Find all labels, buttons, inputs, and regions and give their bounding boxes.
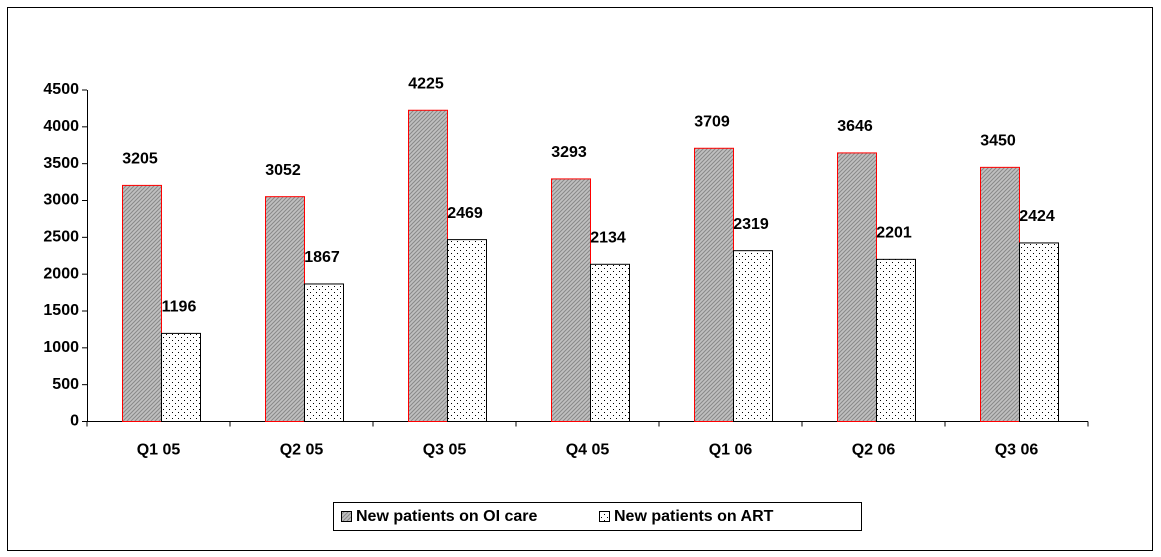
- bar: [161, 332, 201, 422]
- data-label: 2134: [590, 230, 626, 247]
- bar: [980, 166, 1020, 422]
- y-tick-label: 3000: [43, 192, 79, 209]
- data-label: 3293: [551, 144, 587, 161]
- bar: [265, 196, 305, 422]
- bar: [733, 250, 773, 422]
- data-label: 4225: [408, 75, 444, 92]
- bar: [876, 258, 916, 423]
- y-tick-label: 1000: [43, 339, 79, 356]
- bar: [837, 152, 877, 422]
- bar: [1019, 242, 1059, 422]
- x-tick-label: Q4 05: [566, 442, 610, 459]
- bar: [447, 239, 487, 422]
- bar: [590, 263, 630, 422]
- data-label: 2201: [876, 225, 912, 242]
- y-tick-label: 500: [52, 376, 79, 393]
- x-tick-label: Q2 06: [852, 442, 896, 459]
- x-tick-label: Q3 05: [423, 442, 467, 459]
- bar: [122, 184, 162, 422]
- data-label: 1867: [304, 249, 340, 266]
- legend-box: [333, 502, 862, 531]
- bar: [551, 178, 591, 422]
- y-tick-label: 1500: [43, 302, 79, 319]
- y-tick-label: 2500: [43, 229, 79, 246]
- data-label: 3450: [980, 133, 1016, 150]
- bar: [694, 147, 734, 423]
- x-tick-label: Q2 05: [280, 442, 324, 459]
- y-tick-label: 3500: [43, 155, 79, 172]
- legend-swatch: [341, 511, 352, 522]
- data-label: 3646: [837, 118, 873, 135]
- x-tick-label: Q1 06: [709, 442, 753, 459]
- legend-label: New patients on ART: [614, 508, 774, 525]
- legend-label: New patients on OI care: [356, 508, 537, 525]
- data-label: 3052: [265, 162, 301, 179]
- bar: [304, 283, 344, 422]
- x-tick-label: Q1 05: [137, 442, 181, 459]
- legend-swatch: [599, 511, 610, 522]
- y-tick-label: 2000: [43, 265, 79, 282]
- y-tick-label: 4500: [43, 81, 79, 98]
- data-label: 3709: [694, 113, 730, 130]
- y-tick-label: 4000: [43, 118, 79, 135]
- data-label: 2469: [447, 205, 483, 222]
- bar: [408, 109, 448, 422]
- data-label: 3205: [122, 151, 158, 168]
- x-tick-label: Q3 06: [995, 442, 1039, 459]
- data-label: 2319: [733, 216, 769, 233]
- data-label: 2424: [1019, 208, 1055, 225]
- data-label: 1196: [162, 299, 197, 316]
- y-tick-label: 0: [70, 413, 79, 430]
